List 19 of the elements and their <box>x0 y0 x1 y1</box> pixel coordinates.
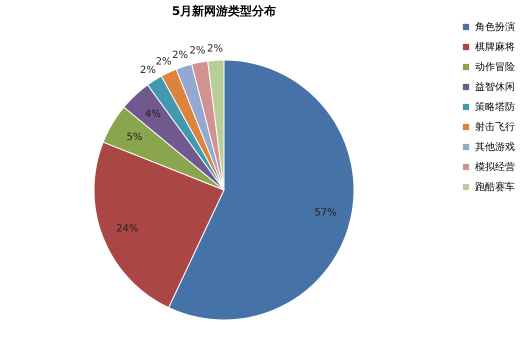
data-label: 4% <box>144 109 161 120</box>
data-label: 5% <box>126 132 142 144</box>
data-label: 2% <box>140 65 156 76</box>
legend-label: 角色扮演 <box>475 21 515 33</box>
legend-label: 跑酷赛车 <box>475 181 515 193</box>
data-label: 2% <box>156 56 172 68</box>
legend-label: 棋牌麻将 <box>475 41 515 53</box>
data-label: 24% <box>116 223 138 234</box>
data-label: 2% <box>189 46 206 57</box>
legend-label: 模拟经营 <box>475 161 515 173</box>
legend-label: 其他游戏 <box>475 141 515 153</box>
data-label: 2% <box>207 43 224 54</box>
legend-label: 射击飞行 <box>475 121 515 133</box>
legend-label: 策略塔防 <box>475 101 515 113</box>
data-label: 57% <box>314 208 337 219</box>
legend-label: 益智休闲 <box>475 81 515 93</box>
data-label: 2% <box>172 50 188 61</box>
chart-title: 5月新网游类型分布 <box>172 4 276 18</box>
legend-label: 动作冒险 <box>475 61 515 73</box>
